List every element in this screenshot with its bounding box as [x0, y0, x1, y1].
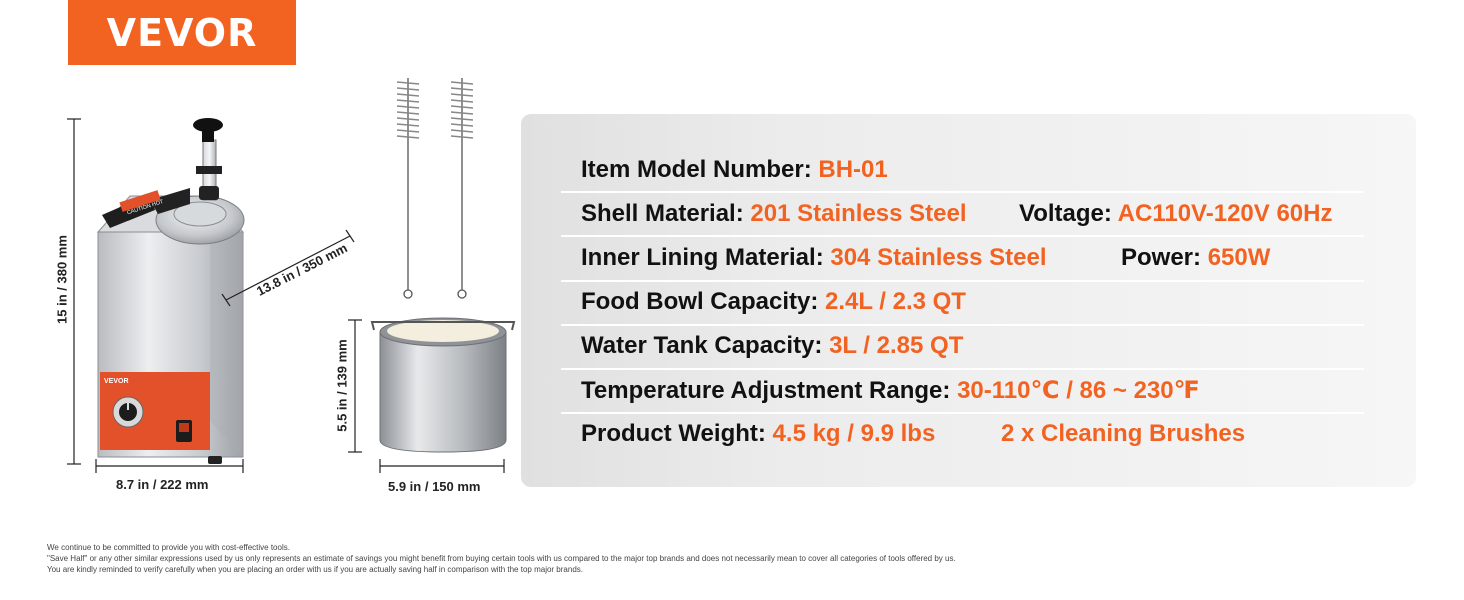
spec-voltage-value: AC110V-120V 60Hz: [1117, 200, 1333, 227]
spec-temperature-range-value: 30-110℃ / 86 ~ 230℉: [957, 377, 1200, 404]
spec-brushes: 2 x Cleaning Brushes: [1001, 420, 1245, 448]
spec-brushes-value: 2 x Cleaning Brushes: [1001, 420, 1246, 447]
brand-logo-text: VEVOR: [106, 10, 258, 55]
spec-voltage: Voltage: AC110V-120V 60Hz: [1019, 200, 1333, 227]
depth-dimension-line: [221, 229, 355, 307]
spec-lining: Inner Lining Material: 304 Stainless Ste…: [581, 244, 1047, 271]
spec-power-value: 650W: [1207, 244, 1271, 271]
disclaimer-line: We continue to be committed to provide y…: [47, 543, 290, 552]
panel-brand-label: VEVOR: [104, 378, 129, 385]
bowl-height-dimension-line: [348, 319, 362, 453]
cheese-warmer-unit: CAUTION HOT VEVOR: [96, 118, 245, 464]
height-dimension-line: [67, 118, 81, 465]
spec-weight: Product Weight: 4.5 kg / 9.9 lbs: [581, 420, 936, 447]
spec-weight-value: 4.5 kg / 9.9 lbs: [772, 420, 936, 447]
spec-tank-capacity-value: 3L / 2.85 QT: [829, 332, 964, 359]
spec-shell: Shell Material: 201 Stainless Steel: [581, 200, 967, 227]
disclaimer: We continue to be committed to provide y…: [47, 542, 956, 575]
width-dimension-line: [95, 459, 244, 473]
bowl-height-dimension-label: 5.5 in / 139 mm: [334, 339, 350, 432]
spec-bowl-capacity-value: 2.4L / 2.3 QT: [825, 288, 966, 315]
spec-shell-value: 201 Stainless Steel: [750, 200, 967, 227]
spec-panel: Item Model Number: BH-01 Shell Material:…: [521, 114, 1416, 487]
disclaimer-line: "Save Half" or any other similar express…: [47, 554, 956, 563]
bowl-width-dimension-line: [379, 459, 505, 473]
spec-bowl-capacity: Food Bowl Capacity: 2.4L / 2.3 QT: [581, 288, 966, 315]
product-illustration: CAUTION HOT VEVOR: [67, 78, 516, 473]
spec-lining-value: 304 Stainless Steel: [830, 244, 1047, 271]
spec-power: Power: 650W: [1121, 244, 1271, 271]
temperature-knob-icon: [119, 403, 137, 421]
brand-logo: VEVOR: [68, 0, 296, 65]
spec-tank-capacity: Water Tank Capacity: 3L / 2.85 QT: [581, 332, 964, 359]
spec-model-value: BH-01: [818, 156, 888, 183]
food-bowl: [370, 317, 516, 453]
spec-model: Item Model Number: BH-01: [581, 156, 888, 183]
disclaimer-line: You are kindly reminded to verify carefu…: [47, 565, 583, 574]
bowl-width-dimension-label: 5.9 in / 150 mm: [388, 479, 481, 494]
cleaning-brushes: [396, 78, 474, 299]
spec-temperature-range: Temperature Adjustment Range: 30-110℃ / …: [581, 377, 1200, 404]
width-dimension-label: 8.7 in / 222 mm: [116, 477, 209, 492]
height-dimension-label: 15 in / 380 mm: [54, 235, 70, 324]
